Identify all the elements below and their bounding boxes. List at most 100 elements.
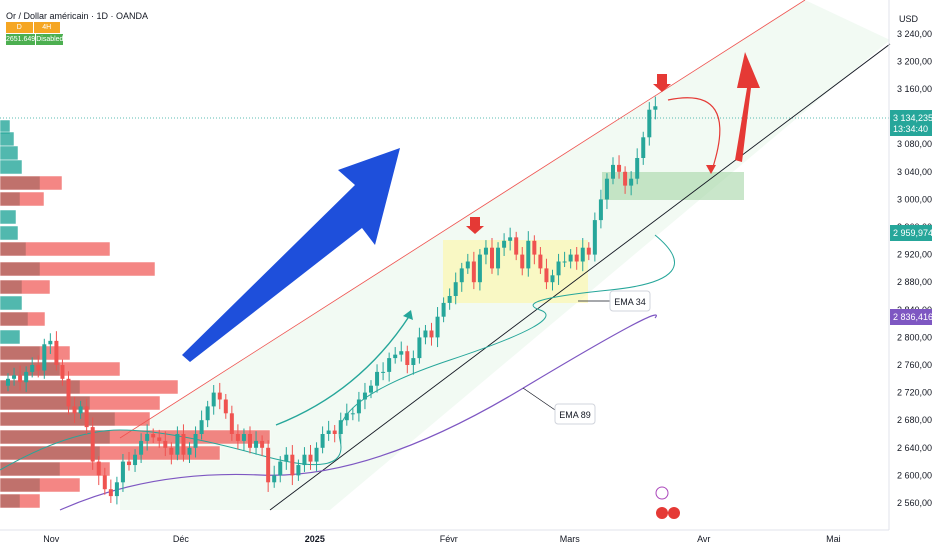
- y-tick-label: 2 720,000: [897, 388, 932, 398]
- candle-body: [272, 475, 277, 483]
- y-tick-label: 3 160,000: [897, 84, 932, 94]
- candle-body: [429, 330, 434, 338]
- candle-body: [592, 220, 597, 255]
- pullback-arrowhead: [706, 165, 716, 174]
- candle-body: [556, 261, 561, 276]
- x-tick-label: 2025: [305, 534, 325, 544]
- volume-profile-bar: [0, 279, 51, 295]
- x-tick-label: Mars: [560, 534, 580, 544]
- lightning-icon[interactable]: [655, 486, 669, 500]
- candle-body: [598, 199, 603, 221]
- y-tick-label: 3 040,000: [897, 167, 932, 177]
- candle-body: [241, 434, 246, 441]
- candle-body: [617, 164, 622, 172]
- volume-profile-bar: [0, 311, 46, 327]
- volume-profile-bar: [0, 261, 156, 277]
- candle-body: [278, 461, 283, 476]
- ema89-label-box: [554, 403, 596, 425]
- candle-body: [102, 475, 107, 490]
- volume-profile-bar: [0, 191, 45, 207]
- candle-body: [108, 489, 113, 497]
- candle-body: [526, 240, 531, 269]
- candle-body: [611, 164, 615, 179]
- indicator-badges: D 4H 2651.649 Disabled: [6, 22, 64, 45]
- x-tick-label: Févr: [440, 534, 458, 544]
- ema34-label-box: [609, 290, 651, 312]
- volume-profile-bar: [0, 477, 81, 493]
- ema89-line: [59, 314, 657, 511]
- candle-body: [362, 392, 367, 400]
- candle-body: [435, 316, 440, 338]
- current-price-tag-bg: [890, 110, 932, 136]
- y-tick-label: 2 760,000: [897, 360, 932, 370]
- candle-body: [48, 340, 53, 345]
- candle-body: [223, 399, 228, 414]
- volume-profile-bar: [0, 241, 111, 257]
- candle-body: [187, 447, 192, 455]
- x-tick-label: Déc: [173, 534, 190, 544]
- candle-body: [235, 434, 240, 441]
- ema89-price-tag-bg: [890, 309, 932, 325]
- x-tick-label: Mai: [826, 534, 841, 544]
- ema89-price-tag: 2 836,416: [893, 312, 932, 322]
- candle-body: [641, 137, 646, 158]
- candle-body: [520, 254, 525, 269]
- us-flag-icon[interactable]: [668, 507, 680, 519]
- ema34-price-tag-bg: [890, 225, 932, 241]
- badge-4h[interactable]: 4H: [33, 22, 60, 33]
- candle-body: [12, 375, 17, 379]
- candle-body: [483, 247, 488, 255]
- momentum-arrowhead: [403, 310, 413, 320]
- y-tick-label: 2 640,000: [897, 443, 932, 453]
- currency-text: USD: [899, 14, 919, 24]
- candle-body: [375, 371, 380, 386]
- candle-body: [496, 247, 501, 269]
- candle-body: [405, 351, 410, 365]
- volume-profile-bar: [0, 429, 271, 445]
- candle-body: [205, 406, 210, 421]
- candle-body: [441, 302, 446, 317]
- channel-upper-line: [119, 0, 806, 439]
- candle-body: [544, 268, 549, 283]
- y-tick-label: 2 920,000: [897, 250, 932, 260]
- candle-body: [163, 440, 168, 448]
- candle-body: [266, 447, 271, 483]
- y-tick-label: 2 560,000: [897, 498, 932, 508]
- y-tick-label: 2 600,000: [897, 470, 932, 480]
- volume-profile-bar: [0, 461, 111, 477]
- candle-body: [465, 261, 470, 269]
- candle-body: [477, 254, 482, 283]
- current-price-tag: 3 134,235: [893, 113, 932, 123]
- candle-body: [181, 434, 186, 455]
- candle-body: [387, 358, 392, 372]
- candle-body: [302, 454, 307, 466]
- candle-body: [635, 158, 640, 179]
- y-tick-label: 3 200,000: [897, 56, 932, 66]
- candle-body: [562, 261, 567, 263]
- candle-body: [30, 365, 35, 372]
- y-tick-label: 3 080,000: [897, 139, 932, 149]
- candle-body: [538, 254, 543, 269]
- candle-body: [90, 427, 95, 462]
- us-flag-icon[interactable]: [656, 507, 668, 519]
- candle-body: [54, 340, 59, 365]
- currency-label[interactable]: USD: [899, 9, 918, 27]
- candle-body: [84, 406, 89, 428]
- badge-d[interactable]: D: [6, 22, 33, 33]
- candle-body: [18, 375, 23, 383]
- candle-body: [423, 330, 428, 338]
- volume-profile-bar: [0, 295, 23, 311]
- volume-profile-bar: [0, 345, 71, 361]
- candle-body: [586, 247, 591, 255]
- candle-body: [314, 447, 319, 462]
- candle-body: [514, 237, 519, 255]
- ema34-line: [0, 234, 675, 471]
- candle-body: [332, 430, 337, 434]
- pullback-curve: [667, 97, 721, 171]
- candle-body: [417, 337, 422, 359]
- candle-body: [623, 171, 628, 186]
- candle-body: [175, 434, 180, 455]
- down-arrow-left: [466, 217, 484, 234]
